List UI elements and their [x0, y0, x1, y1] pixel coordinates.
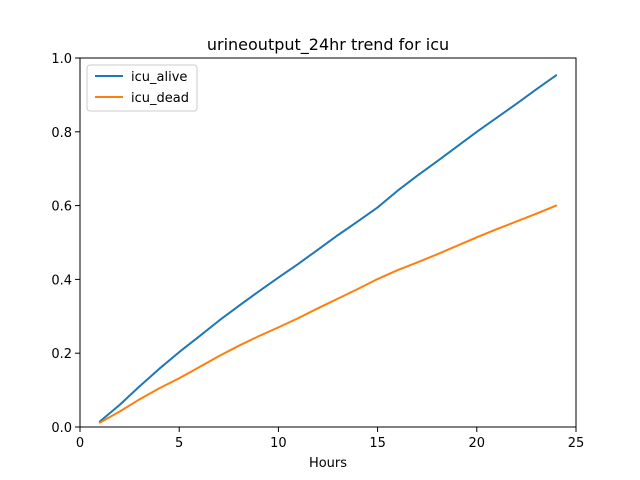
series-line-icu-alive: [98, 74, 558, 423]
y-tick-label: 0.8: [51, 126, 72, 141]
y-tick-label: 0.0: [51, 421, 72, 436]
x-tick-label: 10: [270, 436, 287, 451]
y-tick-label: 0.6: [51, 200, 72, 215]
x-tick-label: 5: [175, 436, 183, 451]
y-tick-label: 1.0: [51, 52, 72, 67]
series-layer: [98, 74, 558, 424]
y-tick-label: 0.4: [51, 273, 72, 288]
plot-frame: [79, 57, 577, 428]
y-axis: 0.0 0.2 0.4 0.6 0.8 1.0: [51, 52, 80, 436]
x-axis: 0 5 10 15 20 25: [76, 427, 584, 451]
x-axis-title: Hours: [309, 456, 347, 471]
x-tick-label: 25: [568, 436, 585, 451]
legend: icu_alive icu_dead: [86, 64, 198, 112]
x-tick-label: 15: [369, 436, 386, 451]
y-tick-label: 0.2: [51, 347, 72, 362]
series-line-icu-dead: [98, 204, 558, 424]
chart-title: urineoutput_24hr trend for icu: [207, 35, 449, 55]
legend-label-icu-dead: icu_dead: [131, 91, 189, 106]
x-tick-label: 20: [469, 436, 486, 451]
legend-label-icu-alive: icu_alive: [131, 70, 187, 85]
x-tick-label: 0: [76, 436, 84, 451]
